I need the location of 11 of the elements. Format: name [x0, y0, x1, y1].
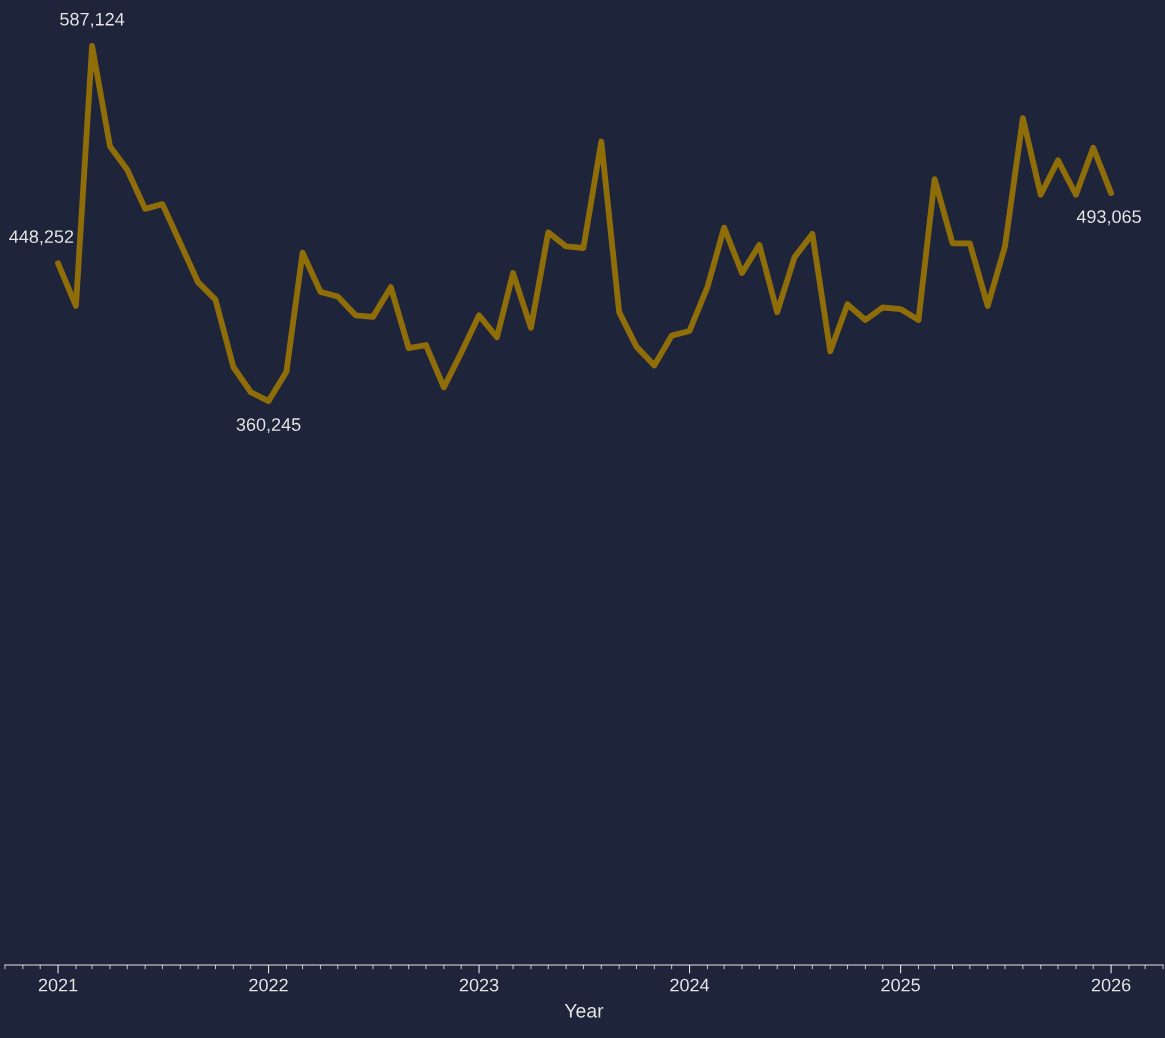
data-label: 493,065 [1076, 210, 1141, 226]
x-tick-label: 2025 [881, 978, 920, 992]
x-axis-title: Year [564, 1004, 604, 1018]
data-label: 448,252 [9, 230, 74, 246]
x-tick-label: 2023 [459, 978, 499, 992]
x-tick-label: 2021 [38, 978, 78, 992]
data-label: 587,124 [60, 12, 125, 28]
x-tick-label: 2022 [249, 978, 288, 992]
data-label: 360,245 [236, 418, 301, 434]
x-tick-label: 2024 [670, 978, 710, 992]
x-tick-label: 2026 [1091, 978, 1131, 992]
